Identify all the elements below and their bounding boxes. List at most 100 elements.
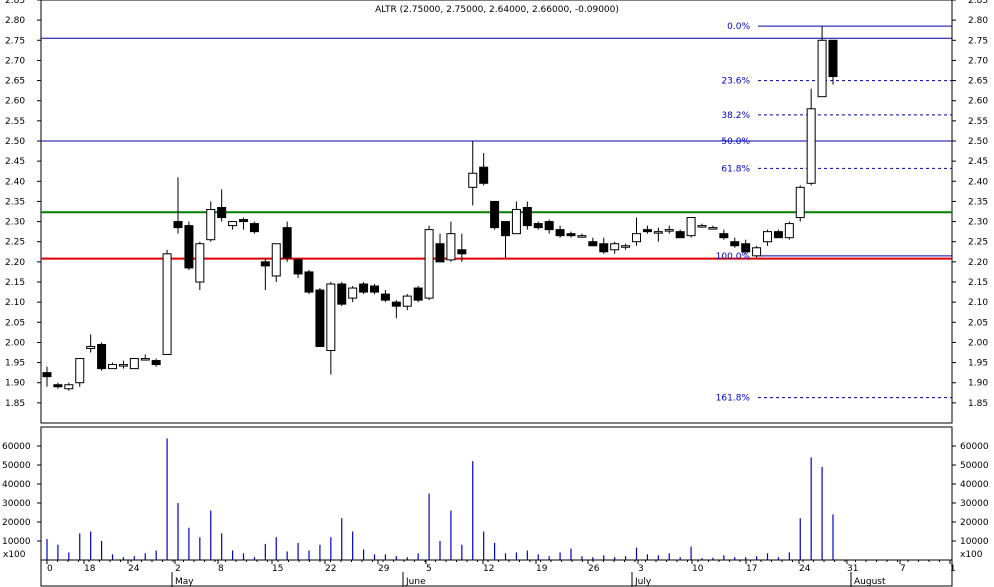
chart-title: ALTR (2.75000, 2.75000, 2.64000, 2.66000… [375,5,619,15]
volume-tick-label-left: 30000 [2,499,31,509]
volume-unit-label-right: x100 [960,550,983,560]
candle [806,88,816,186]
candle-body-up [664,229,674,232]
volume-tick-label-left: 20000 [2,518,31,528]
month-label: July [634,577,652,587]
candle [348,286,358,303]
candle [708,225,718,230]
y-tick-label-right: 2.55 [968,117,988,127]
y-tick-label-right: 2.40 [968,177,988,187]
month-label: May [175,577,194,587]
y-tick-label-right: 2.35 [968,197,988,207]
volume-tick-label-right: 40000 [960,480,989,490]
candle-body-up [162,253,172,356]
candle-body-down [217,206,227,219]
candle-body-down [151,360,161,366]
candle [773,229,783,239]
volume-tick-label-left: 10000 [2,537,31,547]
candle [129,358,139,370]
y-tick-label-right: 2.45 [968,157,988,167]
candle-body-down [173,221,183,229]
candle [555,225,565,238]
x-axis: 0 18 24 2 8 15 22 29 5 12 19 26 3 10 17 24 31 7 1 May June Ju… [40,559,956,587]
y-tick-label-right: 2.80 [968,16,988,26]
candle [326,282,336,375]
candle-body-down [304,271,314,293]
y-tick-label-right: 2.60 [968,97,988,107]
candle [359,282,369,295]
candle-body-down [293,259,303,275]
volume-tick-label-right: 50000 [960,461,989,471]
candle-body-up [326,283,336,351]
volume-tick-label-left: 50000 [2,461,31,471]
volume-tick-label-left: 60000 [2,442,31,452]
candle-body-up [129,358,139,370]
candle [642,225,652,234]
candle [282,221,292,262]
y-tick-label-right: 1.90 [968,379,988,389]
x-tick-label: 24 [128,564,140,574]
y-tick-label-right: 1.95 [968,359,988,369]
volume-unit-label-left: x100 [3,550,26,560]
candle-body-down [435,243,445,263]
candle [370,284,379,295]
y-tick-label-right: 2.20 [968,258,988,268]
candle [64,382,74,391]
x-tick-label: 22 [325,564,336,574]
candle [719,229,729,240]
candle [315,288,325,347]
y-tick-label-left: 2.30 [5,218,25,228]
x-axis-frame [40,559,953,587]
y-tick-label-right: 2.65 [968,77,988,87]
y-tick-label-right: 2.75 [968,36,988,46]
candle [479,153,489,186]
y-tick-label-right: 2.50 [968,137,988,147]
x-tick-label: 3 [638,564,644,574]
candle [828,39,838,85]
candle [533,221,543,230]
y-tick-label-left: 2.70 [5,56,25,66]
candle [184,221,194,270]
candle [53,382,63,389]
x-tick-label: 18 [84,564,96,574]
candle-body-up [118,364,128,367]
candle-body-down [457,249,467,255]
y-tick-label-right: 2.15 [968,278,988,288]
candle-body-down [359,283,369,293]
candle [424,225,434,301]
candle-body-down [391,301,401,307]
candle [621,243,631,250]
candle [697,223,707,228]
fib-level-label: 100.0% [716,252,751,262]
x-tick-label: 12 [483,564,494,574]
x-tick-label: 0 [47,564,53,574]
y-tick-label-left: 2.00 [5,338,25,348]
candle [228,221,238,230]
candle [610,241,620,254]
y-tick-label-left: 2.45 [5,157,25,167]
candle-body-down [555,229,565,237]
candle-body-down [42,372,52,378]
candle [249,221,259,234]
candle-body-down [282,227,292,259]
fib-level-label: 50.0% [721,137,750,147]
y-tick-label-right: 1.85 [968,399,988,409]
y-tick-label-left: 2.10 [5,298,25,308]
candle [195,241,205,291]
candle-body-up [763,231,772,243]
candle [686,217,696,238]
candle-body-up [228,221,238,227]
candle-body-down [413,287,423,301]
y-tick-label-left: 2.85 [5,0,25,6]
candle [730,237,740,248]
x-tick-label: 24 [799,564,811,574]
y-tick-label-right: 2.25 [968,238,988,248]
candle [391,300,401,319]
volume-tick-label-right: 10000 [960,537,989,547]
candle [457,233,467,262]
y-tick-label-left: 1.90 [5,379,25,389]
candle [741,239,751,254]
candle [118,360,128,369]
candle-body-up [806,108,816,184]
